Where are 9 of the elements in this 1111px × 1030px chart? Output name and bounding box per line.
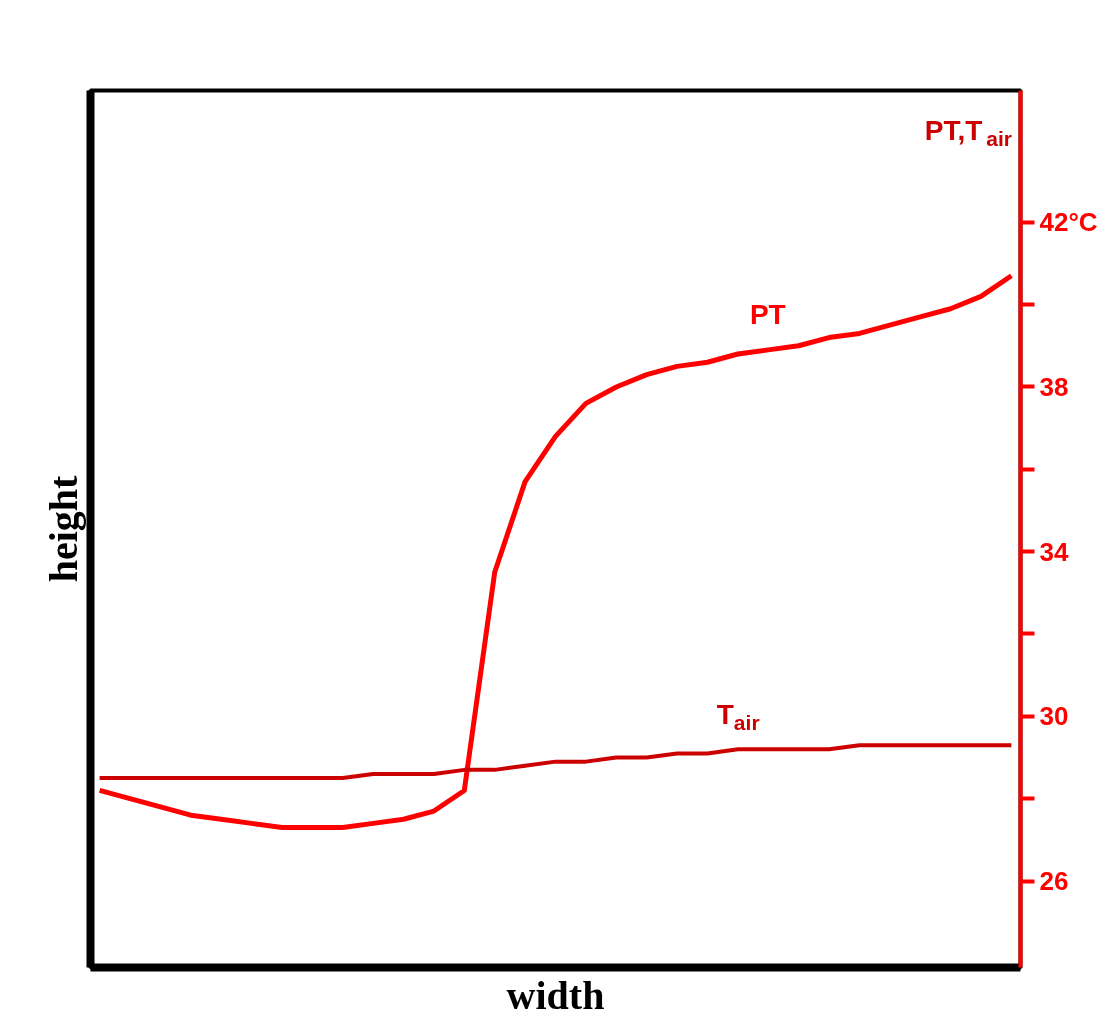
y-tick-label: 42°C (1039, 207, 1098, 238)
y-tick-label: 30 (1039, 701, 1069, 732)
y-tick-label: 26 (1039, 866, 1069, 897)
y-tick-label: 34 (1039, 536, 1069, 567)
x-axis-title: width (506, 972, 605, 1018)
text: height (40, 474, 86, 583)
line-series (97, 743, 1014, 781)
y-tick-label: 38 (1039, 371, 1069, 402)
series-label: PT (749, 299, 786, 331)
